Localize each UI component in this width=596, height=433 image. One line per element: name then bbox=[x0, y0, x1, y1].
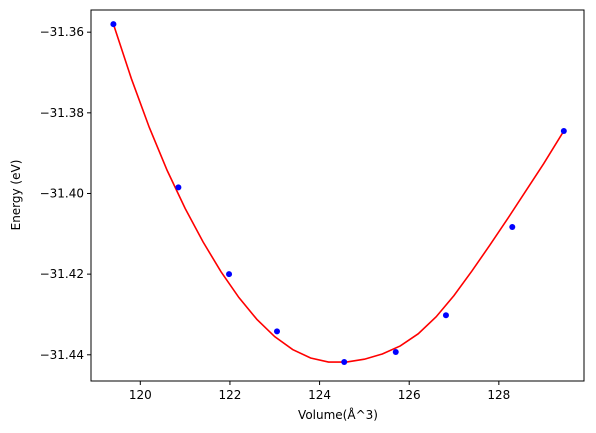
y-tick-label-3: −31.42 bbox=[40, 267, 84, 281]
x-tick-label-126: 126 bbox=[398, 388, 421, 402]
y-tick-label-2: −31.40 bbox=[40, 186, 84, 200]
data-point-7 bbox=[442, 312, 449, 319]
data-point-6 bbox=[392, 348, 399, 355]
data-point-2 bbox=[175, 184, 182, 191]
data-point-8 bbox=[509, 223, 516, 230]
data-point-1 bbox=[110, 21, 117, 28]
fit-curve-line bbox=[112, 23, 565, 363]
y-tick-label-0: −31.36 bbox=[40, 25, 84, 39]
axes-frame bbox=[90, 9, 585, 382]
x-tick-label-124: 124 bbox=[308, 388, 331, 402]
data-point-9 bbox=[560, 127, 567, 134]
ticks-layer: 120 122 124 126 128 −31.36 −31.38 −31.40 −31.42 −… bbox=[40, 9, 585, 402]
x-tick-label-122: 122 bbox=[218, 388, 241, 402]
y-tick-label-4: −31.44 bbox=[40, 348, 84, 362]
x-tick-label-128: 128 bbox=[487, 388, 510, 402]
data-point-4 bbox=[274, 328, 280, 335]
y-tick-label-1: −31.38 bbox=[40, 106, 84, 120]
x-tick-label-120: 120 bbox=[129, 388, 152, 402]
plot-layer bbox=[110, 21, 567, 366]
data-point-3 bbox=[226, 271, 233, 278]
y-axis-label: Energy (eV) bbox=[9, 160, 23, 231]
x-axis-label: Volume(Å^3) bbox=[298, 407, 378, 422]
data-point-5 bbox=[341, 359, 348, 366]
